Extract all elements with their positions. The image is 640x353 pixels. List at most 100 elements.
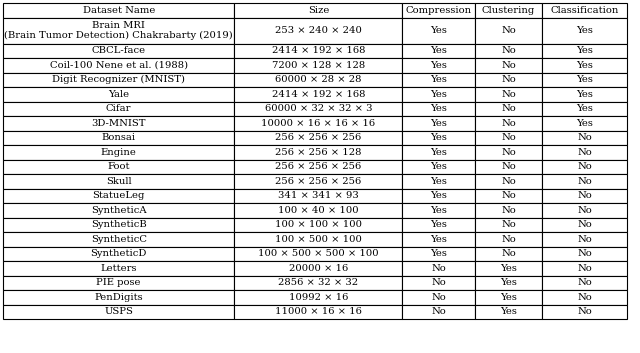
Bar	[3, 72, 234, 87]
Text: Cifar: Cifar	[106, 104, 131, 113]
Text: Yes: Yes	[431, 191, 447, 200]
Text: PenDigits: PenDigits	[94, 293, 143, 302]
Bar	[542, 305, 627, 319]
Bar	[3, 290, 234, 305]
Bar	[476, 116, 542, 131]
Bar	[542, 87, 627, 102]
Text: Yes: Yes	[431, 220, 447, 229]
Bar	[542, 116, 627, 131]
Bar	[403, 116, 476, 131]
Text: Yes: Yes	[431, 26, 447, 35]
Text: SyntheticD: SyntheticD	[90, 249, 147, 258]
Text: Yes: Yes	[576, 104, 593, 113]
Bar	[3, 102, 234, 116]
Text: 11000 × 16 × 16: 11000 × 16 × 16	[275, 307, 362, 316]
Bar	[3, 58, 234, 72]
Bar	[234, 72, 403, 87]
Text: No: No	[501, 148, 516, 157]
Bar	[234, 18, 403, 43]
Bar	[476, 145, 542, 160]
Text: No: No	[431, 293, 446, 302]
Bar	[3, 305, 234, 319]
Text: No: No	[577, 249, 592, 258]
Bar	[542, 290, 627, 305]
Text: No: No	[501, 104, 516, 113]
Text: No: No	[431, 264, 446, 273]
Text: No: No	[501, 46, 516, 55]
Text: No: No	[577, 191, 592, 200]
Text: No: No	[501, 235, 516, 244]
Bar	[234, 58, 403, 72]
Bar	[234, 43, 403, 58]
Bar	[403, 58, 476, 72]
Bar	[542, 232, 627, 246]
Text: Dataset Name: Dataset Name	[83, 6, 155, 15]
Text: No: No	[501, 206, 516, 215]
Bar	[3, 232, 234, 246]
Bar	[3, 131, 234, 145]
Text: No: No	[577, 293, 592, 302]
Text: 60000 × 28 × 28: 60000 × 28 × 28	[275, 75, 362, 84]
Bar	[542, 246, 627, 261]
Text: Coil-100 Nene et al. (1988): Coil-100 Nene et al. (1988)	[50, 61, 188, 70]
Text: No: No	[577, 177, 592, 186]
Bar	[403, 145, 476, 160]
Text: Classification: Classification	[550, 6, 619, 15]
Bar	[403, 203, 476, 217]
Text: 256 × 256 × 256: 256 × 256 × 256	[275, 162, 362, 171]
Bar	[3, 246, 234, 261]
Text: No: No	[577, 206, 592, 215]
Bar	[476, 102, 542, 116]
Text: 60000 × 32 × 32 × 3: 60000 × 32 × 32 × 3	[265, 104, 372, 113]
Text: No: No	[501, 220, 516, 229]
Text: No: No	[577, 264, 592, 273]
Bar	[403, 290, 476, 305]
Text: Yes: Yes	[576, 119, 593, 128]
Text: 100 × 40 × 100: 100 × 40 × 100	[278, 206, 359, 215]
Text: SyntheticA: SyntheticA	[91, 206, 147, 215]
Text: Yes: Yes	[431, 162, 447, 171]
Text: Yes: Yes	[500, 278, 517, 287]
Text: 100 × 500 × 100: 100 × 500 × 100	[275, 235, 362, 244]
Text: Engine: Engine	[100, 148, 137, 157]
Text: No: No	[501, 177, 516, 186]
Text: No: No	[501, 162, 516, 171]
Bar	[234, 87, 403, 102]
Text: 256 × 256 × 128: 256 × 256 × 128	[275, 148, 362, 157]
Text: Bonsai: Bonsai	[102, 133, 136, 142]
Bar	[403, 43, 476, 58]
Text: Digit Recognizer (MNIST): Digit Recognizer (MNIST)	[52, 75, 185, 84]
Bar	[234, 290, 403, 305]
Text: 2414 × 192 × 168: 2414 × 192 × 168	[271, 46, 365, 55]
Bar	[476, 58, 542, 72]
Bar	[542, 160, 627, 174]
Bar	[542, 58, 627, 72]
Bar	[403, 87, 476, 102]
Bar	[3, 116, 234, 131]
Bar	[234, 246, 403, 261]
Bar	[234, 102, 403, 116]
Bar	[403, 275, 476, 290]
Bar	[476, 275, 542, 290]
Bar	[542, 18, 627, 43]
Text: CBCL-face: CBCL-face	[92, 46, 146, 55]
Bar	[403, 246, 476, 261]
Text: No: No	[577, 235, 592, 244]
Text: 10000 × 16 × 16 × 16: 10000 × 16 × 16 × 16	[261, 119, 376, 128]
Text: Letters: Letters	[100, 264, 137, 273]
Text: No: No	[577, 307, 592, 316]
Text: Yes: Yes	[500, 264, 517, 273]
Bar	[476, 246, 542, 261]
Text: SyntheticC: SyntheticC	[91, 235, 147, 244]
Bar	[234, 232, 403, 246]
Text: Yes: Yes	[576, 75, 593, 84]
Text: Yes: Yes	[500, 293, 517, 302]
Bar	[234, 145, 403, 160]
Bar	[542, 261, 627, 275]
Bar	[403, 131, 476, 145]
Text: Yes: Yes	[431, 235, 447, 244]
Text: Yes: Yes	[576, 46, 593, 55]
Text: Yale: Yale	[108, 90, 129, 99]
Text: No: No	[431, 278, 446, 287]
Bar	[476, 290, 542, 305]
